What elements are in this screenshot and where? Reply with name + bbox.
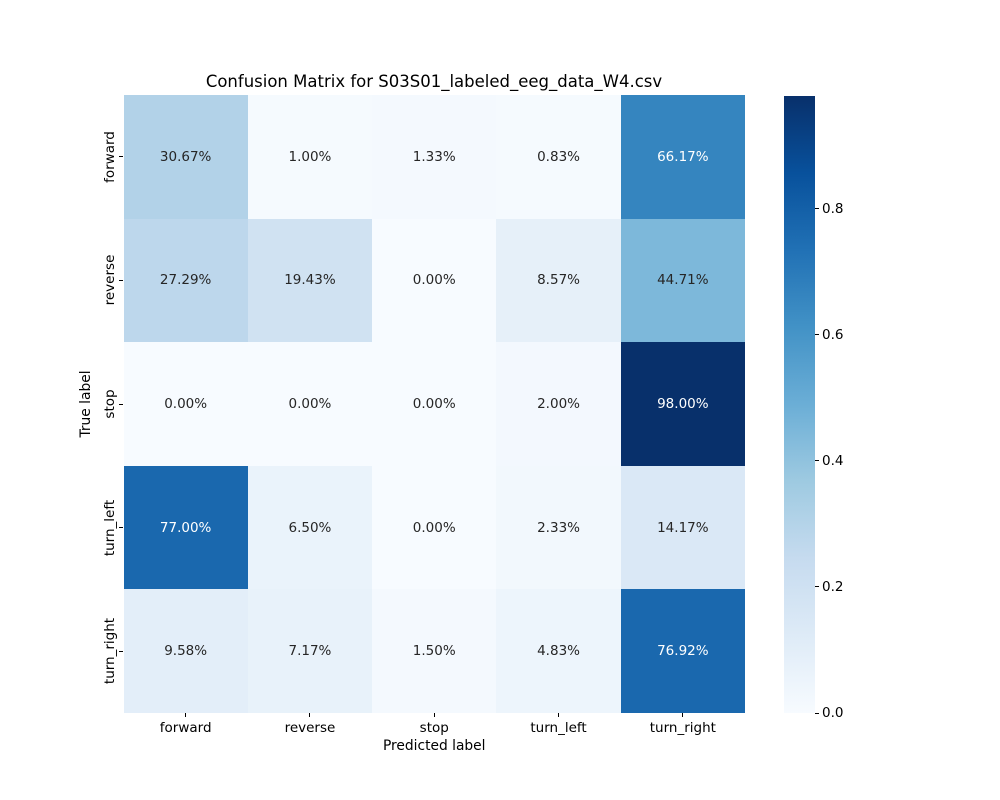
heatmap-cell: 9.58% (123, 589, 248, 713)
heatmap-cell: 1.33% (372, 95, 497, 219)
heatmap-cell: 0.00% (372, 218, 497, 343)
heatmap-cell: 8.57% (496, 218, 621, 343)
x-tick-label: reverse (284, 720, 336, 736)
heatmap-cell: 0.00% (372, 465, 497, 590)
heatmap-cell: 14.17% (620, 465, 745, 590)
y-tick-mark (119, 527, 123, 529)
y-tick-mark (119, 279, 123, 281)
colorbar-tick-mark (815, 712, 819, 714)
heatmap-cell: 1.00% (247, 95, 373, 219)
heatmap-cell: 76.92% (620, 589, 745, 713)
heatmap-cell: 6.50% (247, 465, 373, 590)
x-tick-mark (682, 713, 684, 717)
heatmap-cell: 4.83% (496, 589, 621, 713)
x-tick-mark (558, 713, 560, 717)
x-axis-label: Predicted label (382, 738, 486, 754)
y-tick-label: turn_left (101, 499, 118, 556)
heatmap-cell: 30.67% (123, 95, 248, 219)
colorbar-tick-label: 0.2 (822, 578, 844, 595)
heatmap-cell: 0.83% (496, 95, 621, 219)
colorbar-tick-label: 0.8 (822, 200, 844, 217)
x-tick-label: turn_right (649, 720, 716, 736)
colorbar-tick-mark (815, 586, 819, 588)
x-tick-label: turn_left (530, 720, 587, 736)
colorbar-tick-label: 0.6 (822, 326, 844, 343)
heatmap-cell: 1.50% (372, 589, 497, 713)
x-tick-label: stop (419, 720, 449, 736)
heatmap-cell: 44.71% (620, 218, 745, 343)
heatmap-cell: 27.29% (123, 218, 248, 343)
heatmap-cell: 19.43% (247, 218, 373, 343)
colorbar-tick-mark (815, 208, 819, 210)
heatmap-cell: 2.00% (496, 342, 621, 466)
y-tick-mark (119, 156, 123, 158)
x-tick-label: forward (159, 720, 212, 736)
y-tick-mark (119, 403, 123, 405)
heatmap-cell: 0.00% (372, 342, 497, 466)
heatmap-cell: 66.17% (620, 95, 745, 219)
heatmap-cell: 0.00% (247, 342, 373, 466)
x-tick-mark (309, 713, 311, 717)
y-tick-label: turn_right (101, 618, 118, 685)
y-tick-label: forward (101, 130, 118, 183)
heatmap-cell: 7.17% (247, 589, 373, 713)
y-axis-label: True label (78, 370, 94, 438)
colorbar-tick-label: 0.4 (822, 452, 844, 469)
colorbar-tick-label: 0.0 (822, 705, 844, 721)
colorbar (784, 95, 815, 713)
chart-title: Confusion Matrix for S03S01_labeled_eeg_… (205, 72, 663, 91)
x-tick-mark (433, 713, 435, 717)
heatmap-cell: 77.00% (123, 465, 248, 590)
heatmap-cell: 2.33% (496, 465, 621, 590)
y-tick-mark (119, 650, 123, 652)
heatmap-cell: 0.00% (123, 342, 248, 466)
y-tick-label: stop (101, 389, 118, 419)
colorbar-tick-mark (815, 334, 819, 336)
heatmap-cell: 98.00% (620, 342, 745, 466)
heatmap: 30.67% 1.00% 1.33% 0.83% 66.17% 27.29% 19.43% 0… (123, 95, 745, 713)
y-tick-label: reverse (101, 255, 118, 306)
colorbar-tick-mark (815, 460, 819, 462)
x-tick-mark (185, 713, 187, 717)
